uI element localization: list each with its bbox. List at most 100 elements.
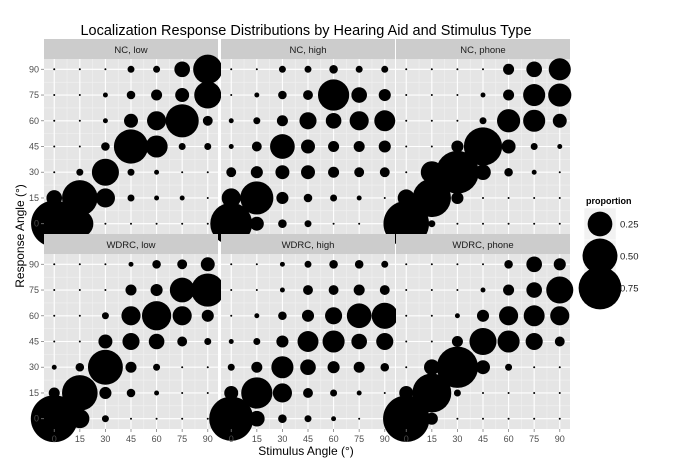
- data-point: [351, 333, 367, 350]
- data-point: [430, 119, 433, 122]
- data-point: [204, 338, 212, 345]
- data-point: [87, 349, 123, 385]
- data-point: [147, 111, 167, 131]
- x-tick-label: 15: [252, 434, 262, 444]
- data-point: [200, 257, 215, 272]
- legend-point: [582, 238, 618, 274]
- data-point: [356, 195, 362, 201]
- data-point: [299, 112, 317, 130]
- data-point: [533, 417, 536, 420]
- data-point: [451, 191, 464, 205]
- data-point: [126, 90, 136, 100]
- facet-strip: [221, 39, 395, 59]
- data-point: [98, 334, 113, 349]
- data-point: [121, 306, 141, 326]
- data-point: [354, 260, 364, 269]
- data-point: [78, 119, 81, 122]
- data-point: [430, 340, 433, 343]
- facet-strip-label: WDRC, low: [106, 240, 155, 251]
- x-tick-label: 0: [229, 434, 234, 444]
- x-axis-title: Stimulus Angle (°): [258, 444, 354, 458]
- data-point: [405, 263, 408, 266]
- data-point: [482, 222, 484, 225]
- y-tick-label: 90: [29, 64, 39, 74]
- data-point: [378, 88, 391, 102]
- data-point: [405, 340, 408, 343]
- data-point: [507, 196, 510, 199]
- data-point: [405, 366, 408, 369]
- data-point: [228, 339, 234, 344]
- data-point: [202, 115, 213, 126]
- x-tick-label: 30: [277, 434, 287, 444]
- data-point: [278, 414, 287, 423]
- data-point: [325, 112, 342, 129]
- data-point: [356, 390, 362, 396]
- data-point: [221, 188, 241, 208]
- data-point: [430, 68, 433, 71]
- x-tick-label: 60: [152, 434, 162, 444]
- x-tick-label: 90: [380, 434, 390, 444]
- data-point: [525, 332, 543, 351]
- data-point: [558, 417, 561, 420]
- data-point: [383, 395, 430, 442]
- data-point: [201, 309, 214, 322]
- data-point: [451, 140, 464, 153]
- data-point: [179, 195, 185, 201]
- data-point: [405, 94, 408, 97]
- data-point: [250, 166, 263, 179]
- data-point: [303, 285, 313, 295]
- y-tick-label: 60: [29, 116, 39, 126]
- data-point: [371, 302, 398, 329]
- x-tick-label: 75: [529, 434, 539, 444]
- data-point: [482, 263, 484, 266]
- data-point: [127, 65, 135, 73]
- data-point: [276, 335, 289, 348]
- data-point: [150, 283, 163, 297]
- data-point: [145, 135, 168, 158]
- data-point: [479, 117, 487, 125]
- data-point: [456, 68, 459, 71]
- data-point: [353, 140, 365, 153]
- data-point: [155, 417, 158, 420]
- data-point: [127, 168, 135, 176]
- data-point: [412, 178, 451, 218]
- data-point: [533, 196, 536, 199]
- data-point: [558, 222, 561, 225]
- legend-label: 0.75: [620, 284, 639, 295]
- facet-panel: NC, high: [210, 39, 396, 245]
- y-tick-label: 75: [29, 90, 39, 100]
- y-tick-label: 30: [29, 362, 39, 372]
- data-point: [251, 141, 262, 152]
- data-point: [181, 171, 184, 174]
- data-point: [126, 388, 136, 398]
- data-point: [353, 284, 365, 296]
- data-point: [349, 111, 369, 131]
- data-point: [228, 144, 234, 149]
- data-point: [358, 417, 361, 420]
- data-point: [62, 375, 98, 411]
- data-point: [503, 63, 515, 75]
- data-point: [78, 289, 81, 292]
- data-point: [101, 142, 110, 151]
- y-tick-label: 45: [29, 142, 39, 152]
- data-point: [523, 109, 546, 132]
- data-point: [507, 417, 510, 420]
- data-point: [230, 289, 233, 292]
- x-tick-label: 60: [504, 434, 514, 444]
- data-point: [358, 222, 361, 225]
- data-point: [91, 158, 119, 186]
- data-point: [303, 90, 313, 100]
- data-point: [70, 409, 90, 429]
- data-point: [78, 68, 81, 71]
- data-point: [469, 327, 497, 356]
- data-point: [550, 306, 570, 326]
- facet-strip-label: NC, low: [114, 45, 147, 56]
- legend: proportion 0.25 0.50 0.75: [578, 196, 639, 310]
- data-point: [255, 263, 258, 266]
- facet-panels: NC, low 0 15 30 45 60 75 90 NC, high NC, phone WDR…: [29, 39, 574, 444]
- data-point: [379, 285, 390, 295]
- data-point: [181, 366, 184, 369]
- data-point: [330, 389, 338, 397]
- data-point: [128, 261, 134, 267]
